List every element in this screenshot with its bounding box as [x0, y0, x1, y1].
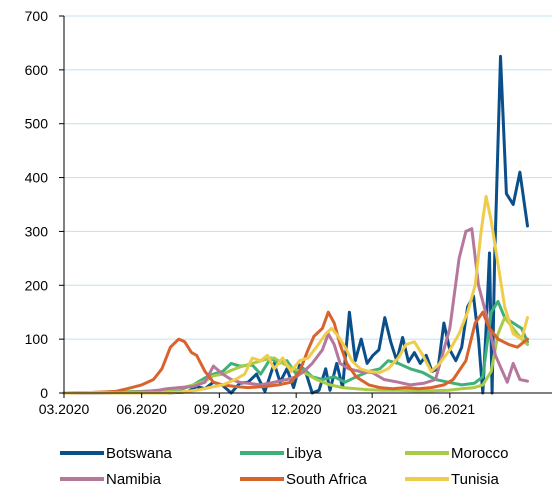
- legend-label: Tunisia: [451, 471, 499, 488]
- x-tick-label: 06.2020: [116, 401, 167, 417]
- series-lines: [62, 54, 529, 395]
- legend-item-botswana: Botswana: [60, 445, 173, 462]
- legend-label: Botswana: [106, 445, 173, 462]
- x-tick-label: 03.2021: [347, 401, 398, 417]
- series-line-libya: [62, 299, 529, 395]
- axes: 0 100 200 300 400 500 600 700 03.2020 06.2020 09.2…: [25, 8, 552, 417]
- series-line-botswana: [62, 54, 529, 395]
- series-line-morocco: [62, 316, 529, 395]
- y-tick-label: 200: [25, 277, 49, 293]
- legend-label: Namibia: [106, 471, 162, 488]
- legend-item-south-africa: South Africa: [240, 471, 368, 488]
- x-tick-label: 09.2020: [194, 401, 245, 417]
- legend: Botswana Libya Morocco Namibia South Africa T…: [60, 445, 509, 488]
- y-tick-label: 0: [40, 385, 48, 401]
- y-tick-label: 100: [25, 331, 49, 347]
- legend-label: Morocco: [451, 445, 509, 462]
- legend-item-morocco: Morocco: [405, 445, 509, 462]
- legend-item-libya: Libya: [240, 445, 323, 462]
- legend-label: South Africa: [286, 471, 368, 488]
- series-line-tunisia: [62, 194, 529, 395]
- legend-item-namibia: Namibia: [60, 471, 162, 488]
- x-tick-label: 03.2020: [39, 401, 90, 417]
- y-tick-label: 300: [25, 223, 49, 239]
- y-tick-label: 500: [25, 116, 49, 132]
- x-tick-label: 12.2020: [271, 401, 322, 417]
- legend-item-tunisia: Tunisia: [405, 471, 499, 488]
- legend-label: Libya: [286, 445, 323, 462]
- x-tick-label: 06.2021: [425, 401, 476, 417]
- gridlines: [64, 15, 552, 340]
- y-tick-label: 700: [25, 8, 49, 24]
- series-line-south-africa: [62, 310, 529, 395]
- y-tick-label: 600: [25, 62, 49, 78]
- y-tick-label: 400: [25, 170, 49, 186]
